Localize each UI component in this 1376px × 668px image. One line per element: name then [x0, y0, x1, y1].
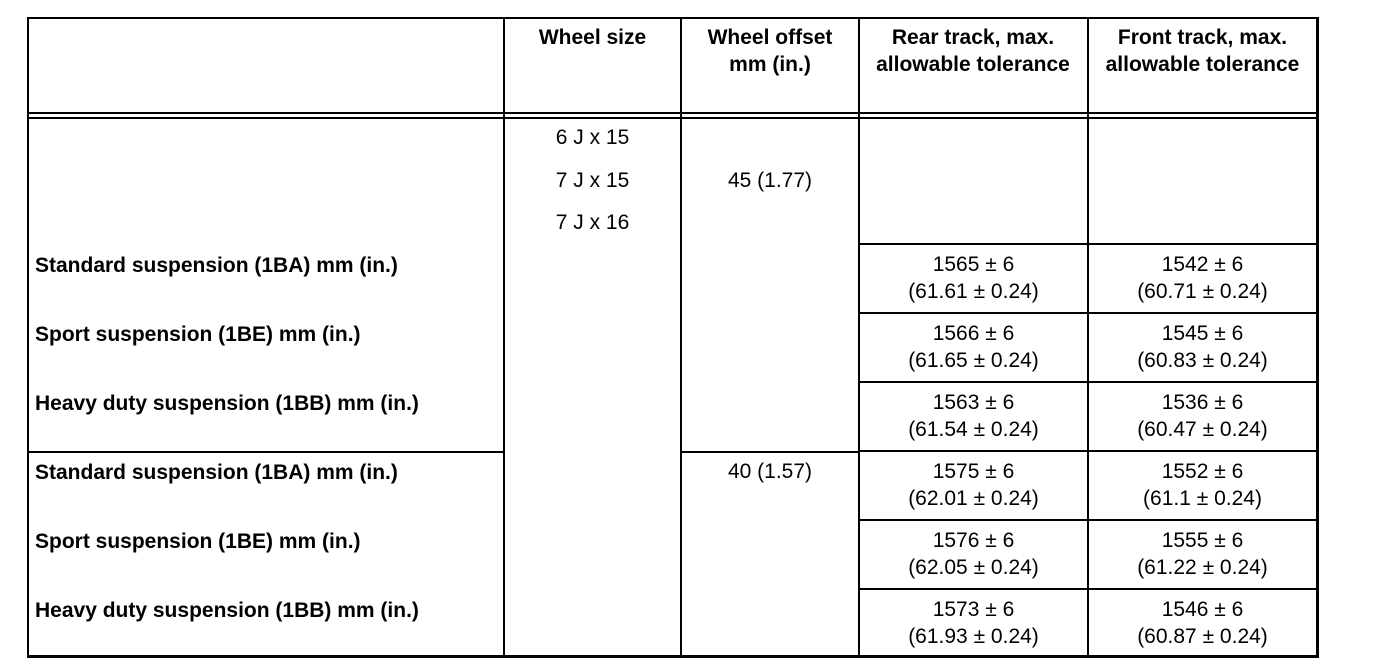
- row-divider: [858, 588, 1319, 590]
- header-divider: [27, 112, 1319, 114]
- rear-track-value: 1575 ± 6 (62.01 ± 0.24): [860, 458, 1087, 512]
- header-front-track: Front track, max. allowable tolerance: [1105, 26, 1300, 76]
- table-border-right: [1316, 17, 1319, 658]
- rear-track-value: 1566 ± 6 (61.65 ± 0.24): [860, 320, 1087, 374]
- rear-track-mm: 1566 ± 6: [932, 322, 1015, 345]
- front-track-mm: 1552 ± 6: [1161, 460, 1244, 483]
- rear-track-mm: 1565 ± 6: [932, 253, 1015, 276]
- front-track-value: 1545 ± 6 (60.83 ± 0.24): [1089, 320, 1316, 374]
- rear-track-mm: 1576 ± 6: [932, 529, 1015, 552]
- wheel-size-value: 6 J x 15: [555, 126, 630, 149]
- rear-track-in: (62.05 ± 0.24): [908, 556, 1039, 579]
- row-divider: [858, 519, 1319, 521]
- row-divider: [858, 381, 1319, 383]
- rear-track-in: (62.01 ± 0.24): [908, 487, 1039, 510]
- front-track-in: (60.83 ± 0.24): [1137, 349, 1268, 372]
- front-track-mm: 1546 ± 6: [1161, 598, 1244, 621]
- group-divider: [27, 451, 504, 453]
- rear-track-in: (61.54 ± 0.24): [908, 418, 1039, 441]
- column-divider-3: [858, 17, 860, 658]
- row-divider: [858, 312, 1319, 314]
- rear-track-value: 1576 ± 6 (62.05 ± 0.24): [860, 527, 1087, 581]
- column-divider-1: [503, 17, 505, 658]
- front-track-value: 1546 ± 6 (60.87 ± 0.24): [1089, 596, 1316, 650]
- column-divider-2: [680, 17, 682, 658]
- header-divider-2: [27, 117, 1319, 119]
- row-divider: [858, 243, 1319, 245]
- rear-track-mm: 1563 ± 6: [932, 391, 1015, 414]
- rear-track-value: 1565 ± 6 (61.61 ± 0.24): [860, 251, 1087, 305]
- group-divider-offset: [680, 451, 860, 453]
- rear-track-in: (61.93 ± 0.24): [908, 625, 1039, 648]
- wheel-offset-value: 40 (1.57): [727, 460, 813, 483]
- rear-track-mm: 1573 ± 6: [932, 598, 1015, 621]
- column-divider-4: [1087, 17, 1089, 658]
- header-rear-track: Rear track, max. allowable tolerance: [876, 26, 1070, 76]
- rear-track-value: 1573 ± 6 (61.93 ± 0.24): [860, 596, 1087, 650]
- header-wheel-size: Wheel size: [538, 26, 647, 49]
- suspension-label: Heavy duty suspension (1BB) mm (in.): [35, 599, 419, 622]
- front-track-value: 1536 ± 6 (60.47 ± 0.24): [1089, 389, 1316, 443]
- front-track-in: (61.1 ± 0.24): [1143, 487, 1262, 510]
- table-border-bottom: [27, 655, 1319, 658]
- front-track-in: (60.47 ± 0.24): [1137, 418, 1268, 441]
- wheel-size-value: 7 J x 16: [555, 211, 630, 234]
- suspension-label: Standard suspension (1BA) mm (in.): [35, 254, 398, 277]
- front-track-value: 1555 ± 6 (61.22 ± 0.24): [1089, 527, 1316, 581]
- front-track-in: (60.87 ± 0.24): [1137, 625, 1268, 648]
- header-wheel-offset: Wheel offset mm (in.): [707, 26, 833, 76]
- suspension-label: Sport suspension (1BE) mm (in.): [35, 530, 361, 553]
- table-border-top: [27, 17, 1319, 19]
- rear-track-in: (61.61 ± 0.24): [908, 280, 1039, 303]
- front-track-mm: 1545 ± 6: [1161, 322, 1244, 345]
- wheel-size-value: 7 J x 15: [555, 169, 630, 192]
- suspension-label: Heavy duty suspension (1BB) mm (in.): [35, 392, 419, 415]
- front-track-mm: 1555 ± 6: [1161, 529, 1244, 552]
- suspension-label: Standard suspension (1BA) mm (in.): [35, 461, 398, 484]
- front-track-value: 1542 ± 6 (60.71 ± 0.24): [1089, 251, 1316, 305]
- front-track-mm: 1536 ± 6: [1161, 391, 1244, 414]
- front-track-in: (61.22 ± 0.24): [1137, 556, 1268, 579]
- rear-track-value: 1563 ± 6 (61.54 ± 0.24): [860, 389, 1087, 443]
- rear-track-mm: 1575 ± 6: [932, 460, 1015, 483]
- front-track-in: (60.71 ± 0.24): [1137, 280, 1268, 303]
- wheel-offset-value: 45 (1.77): [727, 169, 813, 192]
- front-track-value: 1552 ± 6 (61.1 ± 0.24): [1089, 458, 1316, 512]
- rear-track-in: (61.65 ± 0.24): [908, 349, 1039, 372]
- front-track-mm: 1542 ± 6: [1161, 253, 1244, 276]
- suspension-label: Sport suspension (1BE) mm (in.): [35, 323, 361, 346]
- table-border-left: [27, 17, 29, 658]
- row-divider: [858, 450, 1319, 452]
